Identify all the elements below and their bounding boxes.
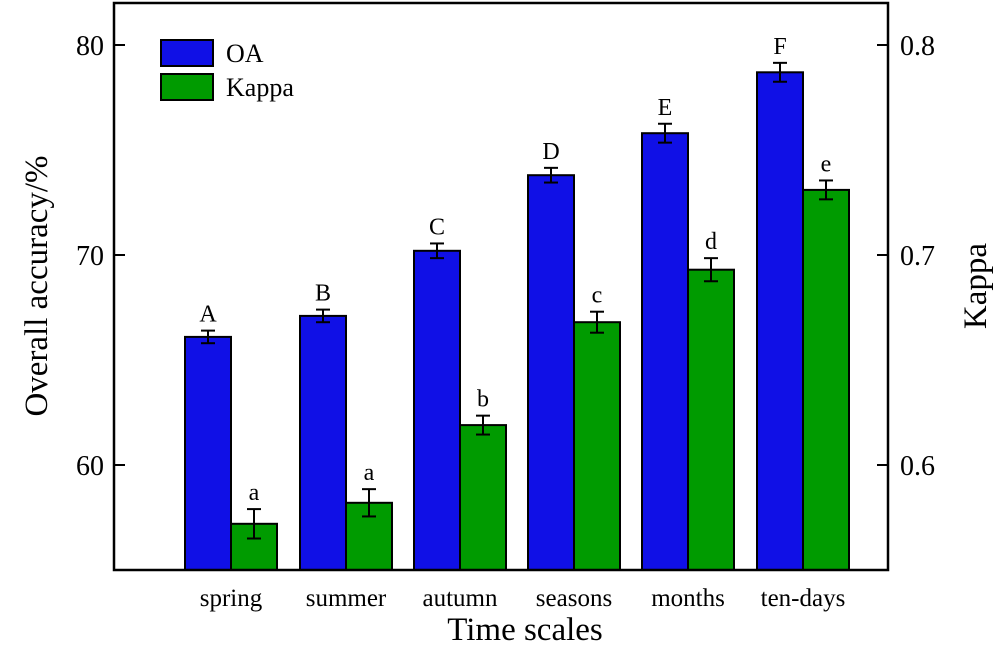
x-axis: spring summer autumn seasons months ten-days [200, 585, 846, 612]
bar-kappa-months [687, 268, 735, 571]
error-bar [430, 242, 444, 260]
right-tick-label: 0.7 [900, 241, 935, 272]
significance-letter: C [429, 214, 445, 240]
category-label: months [651, 585, 725, 612]
left-tick-label: 80 [76, 31, 104, 62]
left-axis: 60 70 80 [76, 31, 125, 482]
bar-oa-spring [184, 335, 232, 571]
significance-letter: b [477, 387, 489, 413]
category-label: seasons [536, 585, 612, 612]
error-bar [544, 166, 558, 184]
bar-kappa-ten-days [802, 188, 850, 571]
category-label: ten-days [761, 585, 846, 612]
error-bar [362, 488, 376, 518]
bar-oa-months [641, 132, 689, 571]
bar-kappa-seasons [573, 321, 621, 572]
significance-letter: d [705, 229, 717, 255]
significance-letter: B [315, 281, 331, 307]
significance-letter: a [364, 460, 375, 486]
bar-oa-autumn [413, 249, 461, 572]
left-tick-label: 70 [76, 241, 104, 272]
plot-frame [112, 1, 890, 572]
significance-letter: F [773, 34, 786, 60]
significance-letter: c [592, 283, 603, 309]
legend-swatch-oa [160, 39, 214, 67]
significance-letter: e [821, 151, 832, 177]
error-bar [247, 508, 261, 540]
left-axis-title: Overall accuracy/% [19, 155, 55, 416]
legend-label-oa: OA [226, 39, 264, 68]
error-bar [773, 61, 787, 83]
significance-letter: A [199, 302, 217, 328]
right-axis-title: Kappa [958, 243, 994, 329]
category-label: spring [200, 585, 263, 612]
right-tick-label: 0.8 [900, 31, 935, 62]
error-bar [201, 329, 215, 345]
category-label: summer [306, 585, 387, 612]
error-bar [704, 257, 718, 283]
right-axis: 0.6 0.7 0.8 [877, 31, 935, 482]
significance-letter: a [249, 480, 260, 506]
bar-oa-seasons [527, 174, 575, 571]
x-axis-title: Time scales [447, 612, 603, 648]
error-bar [476, 414, 490, 436]
significance-letter: D [542, 139, 559, 165]
legend: OA Kappa [160, 39, 294, 102]
legend-label-kappa: Kappa [226, 73, 294, 102]
legend-swatch-kappa [160, 73, 214, 101]
category-label: autumn [423, 585, 498, 612]
bar-kappa-autumn [459, 424, 507, 571]
bar-oa-ten-days [756, 71, 804, 572]
significance-letter: E [658, 95, 673, 121]
error-bar [819, 179, 833, 201]
error-bar [658, 122, 672, 144]
left-tick-label: 60 [76, 451, 104, 482]
error-bar [590, 310, 604, 334]
bars-layer: A B C D E Fa a b c d e [184, 34, 850, 572]
right-tick-label: 0.6 [900, 451, 935, 482]
error-bar [316, 308, 330, 324]
bar-oa-summer [299, 314, 347, 571]
